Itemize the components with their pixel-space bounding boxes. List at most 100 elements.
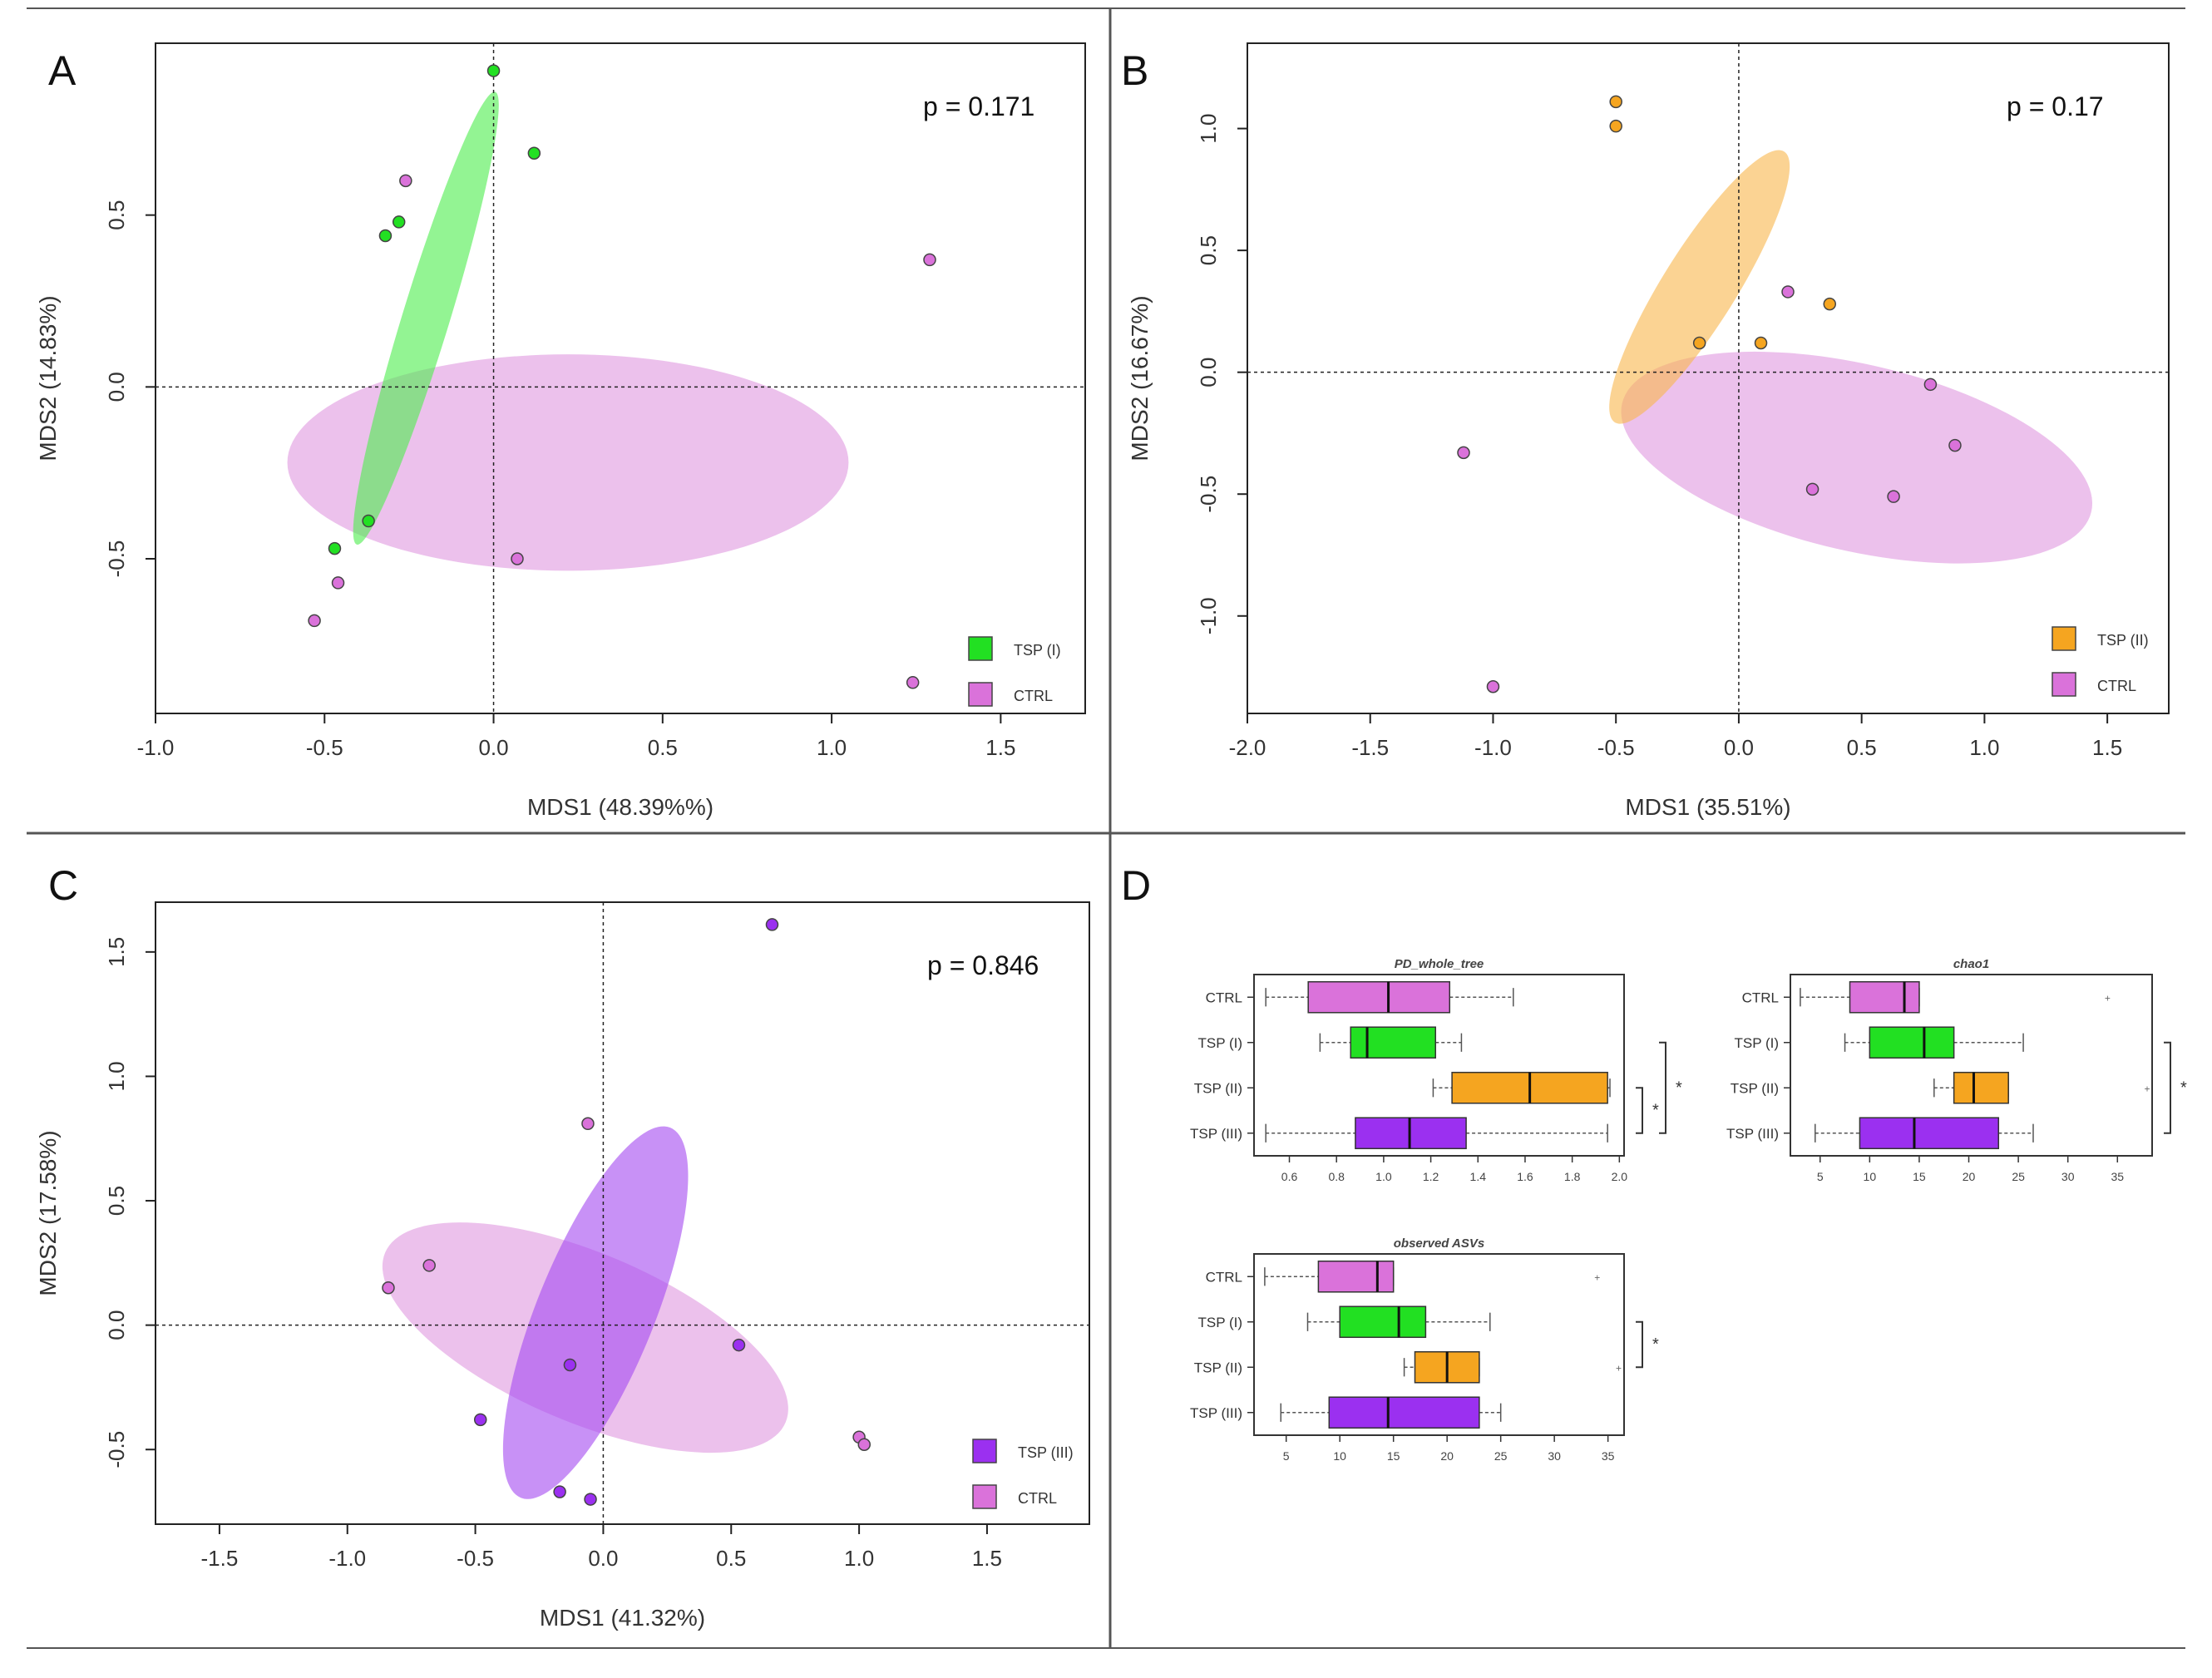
data-point-ctrl (422, 1259, 436, 1272)
category-label: TSP (II) (1194, 1080, 1242, 1096)
y-tick-label: 0.5 (104, 1186, 129, 1216)
category-label: CTRL (1206, 1269, 1242, 1285)
legend-swatch-tsp3 (972, 1439, 997, 1463)
significance-bracket (2164, 1041, 2171, 1134)
x-tick-label: 1.0 (1969, 735, 1999, 760)
x-tick-label: -0.5 (457, 1546, 494, 1571)
x-tick-label: 0.0 (478, 735, 508, 760)
data-point-ctrl (511, 552, 524, 565)
legend-label: TSP (III) (1018, 1444, 1074, 1461)
x-tick-label: 25 (2012, 1170, 2025, 1183)
category-label: TSP (III) (1190, 1405, 1242, 1421)
data-point-tsp1 (527, 146, 541, 160)
x-tick-label: -1.0 (328, 1546, 366, 1571)
y-tick-label: 1.0 (1196, 114, 1221, 144)
plot-frame (155, 42, 1086, 714)
data-point-ctrl (923, 253, 936, 267)
box-tsp1 (1339, 1305, 1427, 1339)
p-value-label: p = 0.171 (923, 91, 1034, 121)
x-tick-label: 20 (1963, 1170, 1976, 1183)
y-tick-label: 0.0 (104, 1310, 129, 1340)
y-axis-label: MDS2 (17.58%) (35, 1130, 61, 1296)
data-point-tsp2 (1692, 336, 1706, 350)
p-value-label: p = 0.17 (2007, 91, 2104, 121)
confidence-ellipse-tsp2 (1609, 150, 1790, 424)
data-point-ctrl (1923, 378, 1938, 392)
data-point-ctrl (1457, 446, 1470, 460)
outlier-mark: + (1594, 1271, 1600, 1283)
significance-bracket (1659, 1041, 1666, 1134)
data-point-tsp2 (1609, 119, 1622, 133)
box-tsp2 (1953, 1071, 2009, 1104)
plot-area (156, 902, 1089, 1524)
significance-bracket (1636, 1320, 1643, 1369)
category-label: TSP (III) (1190, 1126, 1242, 1142)
data-point-ctrl (1948, 438, 1962, 452)
x-tick-label: 0.5 (1847, 735, 1877, 760)
x-tick-label: 35 (2111, 1170, 2124, 1183)
x-tick-label: 1.5 (985, 735, 1015, 760)
data-point-tsp2 (1754, 336, 1768, 350)
confidence-ellipse-ctrl (287, 354, 849, 571)
x-tick-label: 1.0 (844, 1546, 874, 1571)
y-tick-label: 0.5 (104, 200, 129, 230)
plot-area (156, 43, 1085, 713)
legend-label: CTRL (1018, 1490, 1057, 1507)
x-tick-label: 1.4 (1470, 1170, 1487, 1183)
data-point-tsp2 (1609, 95, 1622, 109)
x-tick-label: 1.0 (1375, 1170, 1392, 1183)
data-point-ctrl (1781, 285, 1795, 299)
panel-d: D PD_whole_tree CTRL TSP (I) TSP (II) TSP (I… (1121, 862, 2187, 1463)
x-tick-label: 1.2 (1423, 1170, 1439, 1183)
x-tick-label: 25 (1494, 1449, 1508, 1463)
panel-label-c: C (48, 862, 78, 909)
panel-a: A -1.0 -0.5 0.0 0.5 1.0 1.5 -0.5 0.0 0.5 MDS1 (48… (35, 42, 1086, 820)
box-tsp3 (1859, 1117, 2000, 1150)
significance-star: * (1676, 1078, 1682, 1097)
significance-star: * (1652, 1335, 1659, 1354)
panel-label-d: D (1121, 862, 1151, 909)
boxplot-1: chao1 + CTRL TSP (I) + TSP (II) TSP (III) 5 10 15… (1726, 957, 2187, 1183)
data-point-ctrl (1805, 482, 1819, 496)
x-tick-label: 5 (1283, 1449, 1290, 1463)
y-tick-label: 1.5 (104, 937, 129, 967)
box-tsp1 (1869, 1026, 1955, 1059)
data-point-tsp3 (765, 918, 779, 931)
x-tick-label: 10 (1864, 1170, 1877, 1183)
plot-frame (155, 901, 1090, 1525)
significance-star: * (1652, 1102, 1659, 1120)
category-label: TSP (I) (1197, 1315, 1242, 1330)
x-tick-label: 0.6 (1281, 1170, 1298, 1183)
confidence-ellipse-tsp1 (353, 91, 499, 545)
significance-star: * (2180, 1078, 2187, 1097)
data-point-tsp1 (362, 514, 375, 528)
panel-c: C -1.5 -1.0 -0.5 0.0 0.5 1.0 1.5 -0.5 0.0 0.5 1.0 1… (35, 862, 1090, 1631)
data-point-ctrl (399, 174, 412, 188)
data-point-ctrl (382, 1281, 395, 1295)
category-label: CTRL (1206, 990, 1242, 1005)
y-axis-label: MDS2 (14.83%) (35, 295, 61, 461)
boxplot-title: chao1 (1953, 957, 1989, 971)
category-label: TSP (II) (1731, 1080, 1779, 1096)
x-tick-label: -2.0 (1229, 735, 1266, 760)
x-tick-label: 35 (1602, 1449, 1615, 1463)
confidence-ellipse-tsp3 (502, 1126, 689, 1499)
legend-swatch-tsp2 (2052, 626, 2076, 651)
category-label: TSP (I) (1734, 1035, 1779, 1051)
legend-label: TSP (II) (2097, 632, 2149, 649)
x-tick-label: -0.5 (1597, 735, 1635, 760)
y-tick-label: 0.0 (1196, 358, 1221, 387)
x-tick-label: 0.0 (588, 1546, 618, 1571)
boxplot-2: observed ASVs + CTRL TSP (I) + TSP (II) TSP (I… (1190, 1236, 1659, 1463)
legend-label: CTRL (2097, 678, 2136, 694)
x-tick-label: 0.5 (648, 735, 678, 760)
x-tick-label: 2.0 (1612, 1170, 1628, 1183)
x-tick-label: 1.5 (972, 1546, 1002, 1571)
data-point-tsp3 (732, 1338, 746, 1352)
y-tick-label: -0.5 (104, 540, 129, 578)
x-tick-label: -1.5 (1351, 735, 1389, 760)
x-tick-label: 20 (1440, 1449, 1454, 1463)
legend-swatch-ctrl (968, 682, 993, 707)
data-point-tsp3 (553, 1485, 566, 1498)
